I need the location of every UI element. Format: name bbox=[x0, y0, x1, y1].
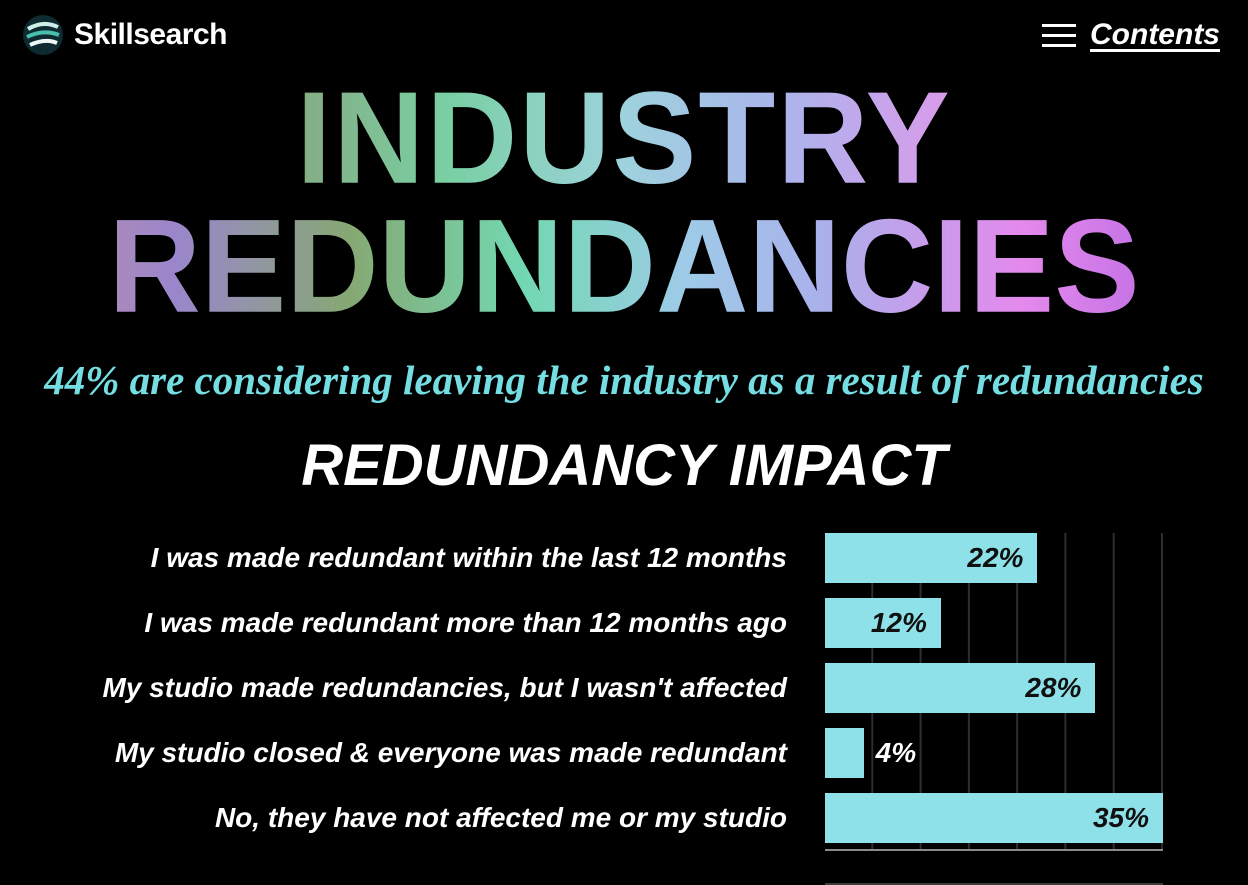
bar: 12% bbox=[825, 597, 941, 648]
bar-value-label: 12% bbox=[870, 606, 927, 638]
brand[interactable]: Skillsearch bbox=[22, 14, 227, 56]
chart-row: My studio closed & everyone was made red… bbox=[0, 727, 1248, 778]
hamburger-menu-icon bbox=[1042, 23, 1076, 47]
bar-category-label: I was made redundant more than 12 months… bbox=[144, 606, 787, 638]
title-line-2: REDUNDANCIES bbox=[0, 200, 1248, 333]
bar-track: 4% bbox=[825, 727, 1163, 778]
chart-row: I was made redundant more than 12 months… bbox=[0, 597, 1248, 648]
title-line-1: INDUSTRY bbox=[0, 72, 1248, 203]
header: Skillsearch Contents bbox=[0, 0, 1248, 58]
redundancy-impact-chart: I was made redundant within the last 12 … bbox=[0, 532, 1248, 851]
chart-row: No, they have not affected me or my stud… bbox=[0, 792, 1248, 843]
bar-value-label: 35% bbox=[1092, 801, 1149, 833]
page-title: INDUSTRY REDUNDANCIES bbox=[0, 72, 1248, 333]
bar: 22% bbox=[825, 532, 1038, 583]
bar-category-label: My studio closed & everyone was made red… bbox=[114, 736, 787, 768]
bar-value-label: 22% bbox=[967, 541, 1024, 573]
skillsearch-logo-icon bbox=[22, 14, 64, 56]
chart-rows: I was made redundant within the last 12 … bbox=[0, 532, 1248, 843]
bar-track: 22% bbox=[825, 532, 1163, 583]
contents-link[interactable]: Contents bbox=[1042, 18, 1220, 52]
bar: 4% bbox=[825, 727, 916, 778]
bar-track: 12% bbox=[825, 597, 1163, 648]
bar-track: 28% bbox=[825, 662, 1163, 713]
bar: 28% bbox=[825, 662, 1096, 713]
bar-category-label: No, they have not affected me or my stud… bbox=[214, 801, 787, 833]
contents-label: Contents bbox=[1090, 18, 1220, 51]
bar: 35% bbox=[825, 792, 1163, 843]
bar-value-label: 4% bbox=[875, 736, 917, 768]
chart-title: REDUNDANCY IMPACT bbox=[301, 432, 947, 498]
bar-track: 35% bbox=[825, 792, 1163, 843]
brand-name: Skillsearch bbox=[74, 18, 227, 51]
bottom-crop-line bbox=[825, 883, 1163, 885]
chart-row: I was made redundant within the last 12 … bbox=[0, 532, 1248, 583]
bar-category-label: I was made redundant within the last 12 … bbox=[150, 541, 787, 573]
subtitle: 44% are considering leaving the industry… bbox=[44, 356, 1204, 403]
bar-category-label: My studio made redundancies, but I wasn'… bbox=[102, 671, 788, 703]
main-content: INDUSTRY REDUNDANCIES 44% are considerin… bbox=[0, 72, 1248, 851]
chart-row: My studio made redundancies, but I wasn'… bbox=[0, 662, 1248, 713]
bar-value-label: 28% bbox=[1025, 671, 1082, 703]
